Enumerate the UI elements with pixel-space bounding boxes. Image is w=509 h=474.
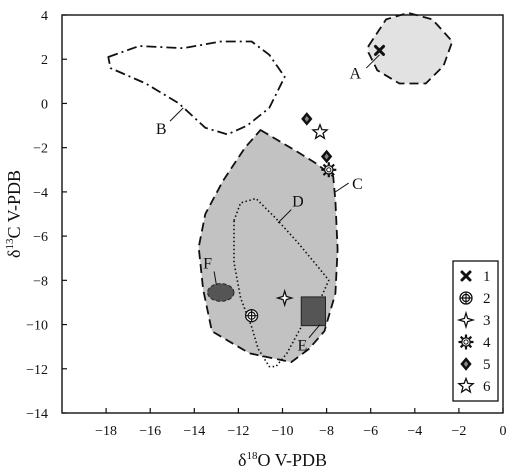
marker-shape-inner bbox=[324, 153, 329, 160]
marker-shape bbox=[374, 44, 385, 56]
leader-e bbox=[308, 324, 321, 339]
marker-shape bbox=[461, 337, 471, 347]
shape-e bbox=[300, 296, 326, 327]
x-tick-label: −16 bbox=[139, 424, 161, 439]
marker-shape bbox=[275, 288, 294, 308]
x-tick-label: −2 bbox=[451, 424, 466, 439]
x-axis: −18 −16 −14 −12 −10 −8 −6 −4 −2 0 bbox=[95, 408, 507, 439]
y-tick-label: −6 bbox=[33, 230, 48, 245]
region-label-b: B bbox=[156, 121, 167, 138]
shape-f bbox=[207, 283, 235, 302]
x-tick-label: −10 bbox=[272, 424, 294, 439]
data-point-series-2-1 bbox=[244, 309, 259, 323]
y-tick-label: 0 bbox=[41, 97, 48, 112]
data-point-series-5-2 bbox=[320, 149, 333, 164]
region-label-c: C bbox=[352, 176, 363, 193]
legend-label-4: 4 bbox=[483, 335, 491, 351]
y-axis: 4 2 0 −2 −4 −6 −8 −10 −12 −14 bbox=[26, 9, 67, 422]
plot-markers bbox=[244, 44, 385, 323]
marker-shape bbox=[323, 164, 334, 175]
y-tick-label: −10 bbox=[26, 319, 48, 334]
legend-marker-4 bbox=[458, 334, 474, 350]
region-c bbox=[197, 129, 339, 363]
marker-shape-inner bbox=[463, 361, 469, 367]
marker-shape bbox=[456, 310, 476, 330]
data-point-series-1-1 bbox=[374, 44, 385, 56]
x-tick-label: −14 bbox=[183, 424, 205, 439]
leader-d bbox=[277, 209, 292, 224]
marker-shape bbox=[460, 270, 472, 282]
y-tick-label: 4 bbox=[41, 9, 48, 24]
marker-shape-cross bbox=[245, 309, 258, 322]
plot-regions bbox=[107, 11, 454, 368]
region-label-f: F bbox=[203, 256, 212, 273]
x-tick-label: −8 bbox=[319, 424, 334, 439]
leader-b bbox=[169, 107, 184, 122]
x-tick-label: −18 bbox=[95, 424, 117, 439]
marker-shape-cross bbox=[460, 292, 472, 304]
data-point-series-4-1 bbox=[321, 162, 337, 178]
leader-c bbox=[335, 182, 349, 193]
region-label-e: E bbox=[297, 337, 307, 354]
data-point-series-3-1 bbox=[275, 288, 294, 308]
region-label-d: D bbox=[292, 194, 304, 211]
legend-label-3: 3 bbox=[483, 313, 491, 329]
x-tick-label: 0 bbox=[500, 424, 507, 439]
legend-marker-2 bbox=[459, 291, 473, 305]
legend-label-1: 1 bbox=[483, 269, 491, 285]
data-point-series-6-1 bbox=[311, 122, 329, 140]
region-b bbox=[107, 40, 286, 136]
marker-shape-inner bbox=[326, 167, 332, 173]
legend-marker-3 bbox=[456, 310, 476, 330]
legend-marker-1 bbox=[460, 270, 472, 282]
x-tick-label: −4 bbox=[407, 424, 422, 439]
x-tick-label: −6 bbox=[363, 424, 378, 439]
legend: 1 2 3 4 5 6 bbox=[452, 260, 499, 402]
legend-marker-5 bbox=[460, 357, 472, 371]
y-tick-label: −12 bbox=[26, 363, 48, 378]
y-axis-title: δ13C V-PDB bbox=[4, 170, 24, 258]
plot-region-labels: A B C D E F bbox=[156, 54, 380, 354]
y-tick-label: −14 bbox=[26, 407, 48, 422]
x-axis-title: δ18O V-PDB bbox=[238, 450, 327, 470]
leader-a bbox=[365, 54, 380, 69]
legend-label-6: 6 bbox=[483, 379, 491, 395]
legend-box bbox=[452, 260, 499, 402]
marker-shape-inner bbox=[463, 339, 469, 345]
marker-shape bbox=[311, 122, 329, 140]
legend-label-5: 5 bbox=[483, 357, 491, 373]
y-tick-label: −4 bbox=[33, 186, 48, 201]
y-tick-label: 2 bbox=[41, 53, 48, 68]
y-tick-label: −8 bbox=[33, 274, 48, 289]
marker-shape-rays bbox=[321, 162, 337, 178]
legend-label-2: 2 bbox=[483, 291, 491, 307]
region-label-a: A bbox=[349, 65, 361, 82]
data-point-series-5-1 bbox=[301, 112, 313, 126]
leader-f bbox=[213, 271, 217, 285]
plot-special-shapes bbox=[207, 283, 326, 327]
region-d bbox=[233, 197, 330, 368]
marker-shape bbox=[457, 376, 475, 394]
x-tick-label: −12 bbox=[227, 424, 249, 439]
marker-shape-inner bbox=[304, 115, 309, 122]
legend-marker-6 bbox=[457, 376, 475, 394]
marker-shape-rays bbox=[458, 334, 474, 350]
y-tick-label: −2 bbox=[33, 142, 48, 157]
